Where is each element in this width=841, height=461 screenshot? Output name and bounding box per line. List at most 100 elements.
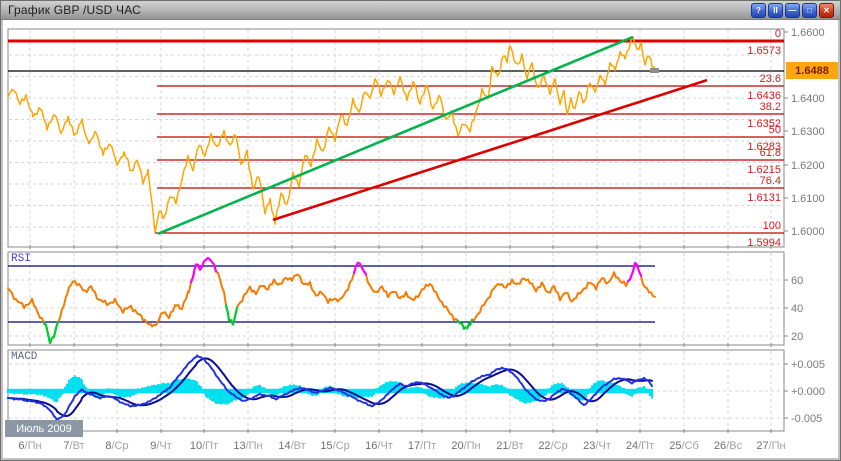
macd-histogram-bar <box>107 388 109 394</box>
title-bar[interactable]: График GBP /USD ЧАС <box>1 1 840 20</box>
macd-histogram-bar <box>247 388 249 395</box>
macd-histogram-bar <box>251 388 253 394</box>
fib-pct-label: 23.6 <box>760 73 781 85</box>
date-axis-label: 27/Пн <box>756 440 785 452</box>
macd-histogram-bar <box>271 388 273 396</box>
macd-histogram-bar <box>387 382 389 394</box>
minimize-button[interactable]: — <box>785 3 800 18</box>
macd-histogram-bar <box>599 380 601 394</box>
macd-histogram-bar <box>187 378 189 394</box>
macd-histogram-bar <box>479 384 481 394</box>
rsi-overbought-segment <box>626 261 643 283</box>
macd-histogram-bar <box>87 388 89 394</box>
macd-histogram-bar <box>249 388 251 394</box>
uptrend-support-trendline[interactable] <box>157 35 634 236</box>
macd-histogram-bar <box>587 388 589 394</box>
macd-histogram-bar <box>477 383 479 394</box>
macd-histogram-bar <box>397 382 399 394</box>
macd-histogram-bar <box>429 388 431 397</box>
macd-histogram-bar <box>263 387 265 394</box>
macd-histogram-bar <box>283 386 285 394</box>
rsi-oversold-segment <box>42 320 60 345</box>
date-axis-label: 16/Чт <box>365 440 393 452</box>
macd-histogram-bar <box>173 380 175 394</box>
macd-histogram-bar <box>391 381 393 394</box>
macd-histogram-bar <box>153 384 155 394</box>
macd-histogram-bar <box>53 388 55 402</box>
macd-histogram-bar <box>509 388 511 396</box>
macd-histogram-bar <box>165 383 167 394</box>
macd-histogram-bar <box>365 388 367 397</box>
macd-histogram-bar <box>435 388 437 398</box>
macd-histogram-bar <box>629 388 631 396</box>
main-panel[interactable] <box>7 28 785 248</box>
macd-histogram-bar <box>78 377 80 394</box>
rsi-indicator-label: RSI <box>11 253 31 265</box>
macd-histogram-bar <box>103 388 105 395</box>
macd-histogram-bar <box>367 388 369 398</box>
macd-histogram-bar <box>547 388 549 394</box>
macd-histogram-bar <box>43 388 45 397</box>
macd-histogram-bar <box>443 388 445 399</box>
macd-histogram-bar <box>511 388 513 397</box>
macd-histogram-bar <box>76 377 78 394</box>
rsi-panel[interactable] <box>7 251 785 346</box>
pause-button[interactable]: II <box>768 3 783 18</box>
restore-button[interactable]: □ <box>802 3 817 18</box>
macd-histogram-bar <box>375 388 377 394</box>
macd-histogram-bar <box>621 387 623 394</box>
macd-histogram-bar <box>529 388 531 403</box>
macd-histogram-bar <box>421 387 423 394</box>
close-button[interactable]: ✕ <box>819 3 834 18</box>
macd-histogram-bar <box>121 388 123 398</box>
macd-histogram-bar <box>49 388 51 399</box>
macd-histogram-bar <box>453 388 455 395</box>
macd-histogram-bar <box>525 388 527 404</box>
macd-histogram-bar <box>631 388 633 397</box>
macd-histogram-bar <box>7 388 9 394</box>
macd-histogram-bar <box>203 388 205 394</box>
macd-histogram-bar <box>431 388 433 397</box>
help-button[interactable]: ? <box>751 3 766 18</box>
macd-histogram-bar <box>499 385 501 394</box>
rising-resistance-trendline[interactable] <box>272 78 708 222</box>
macd-histogram-bar <box>135 388 137 395</box>
macd-histogram-bar <box>221 388 223 405</box>
macd-histogram-bar <box>371 388 373 397</box>
fib-price-label: 1.6436 <box>747 90 781 102</box>
macd-histogram-bar <box>455 386 457 394</box>
macd-histogram-bar <box>117 388 119 396</box>
date-axis-label: 7/Вт <box>63 440 84 452</box>
macd-histogram-bar <box>389 381 391 394</box>
macd-histogram-bar <box>28 388 30 394</box>
macd-histogram-bar <box>115 388 117 396</box>
macd-histogram-bar <box>139 388 141 394</box>
macd-histogram-bar <box>113 388 115 395</box>
macd-histogram-bar <box>417 387 419 394</box>
macd-axis-label: -0.005 <box>791 413 822 425</box>
date-axis-label: 25/Сб <box>669 440 699 452</box>
macd-histogram-bar <box>179 379 181 394</box>
current-price-badge: 1.6488 <box>786 62 838 79</box>
macd-histogram-bar <box>571 388 573 397</box>
macd-histogram-bar <box>231 388 233 402</box>
macd-histogram-bar <box>503 386 505 394</box>
macd-histogram-bar <box>191 379 193 394</box>
macd-histogram-bar <box>623 387 625 394</box>
macd-histogram-bar <box>41 388 43 395</box>
macd-histogram-bar <box>383 383 385 394</box>
macd-histogram-bar <box>487 386 489 394</box>
macd-histogram-bar <box>451 388 453 395</box>
date-axis-label: 9/Чт <box>150 440 172 452</box>
macd-histogram-bar <box>26 388 28 395</box>
macd-histogram-bar <box>559 383 561 394</box>
macd-histogram-bar <box>181 379 183 394</box>
macd-histogram-bar <box>347 388 349 398</box>
macd-histogram-bar <box>30 388 32 395</box>
macd-histogram-bar <box>603 380 605 394</box>
macd-histogram-bar <box>72 377 74 394</box>
fib-price-label: 1.6283 <box>747 141 781 153</box>
macd-histogram-bar <box>137 388 139 394</box>
fib-price-label: 1.6131 <box>747 192 781 204</box>
